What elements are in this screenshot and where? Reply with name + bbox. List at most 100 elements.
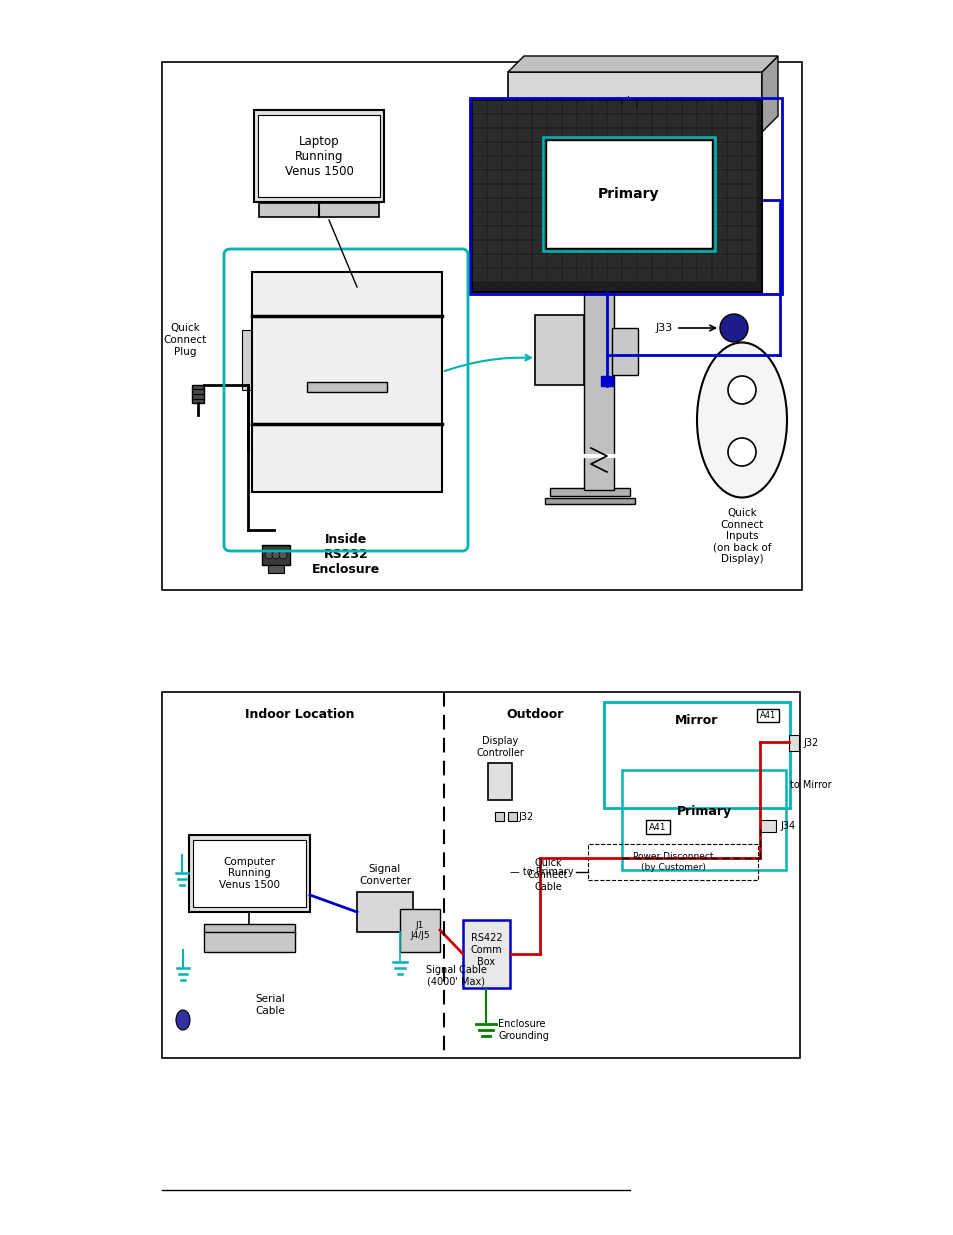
Bar	[562, 212, 576, 225]
Bar	[607, 269, 620, 282]
Bar	[698, 254, 710, 267]
Bar	[607, 254, 620, 267]
Bar	[652, 101, 665, 112]
Bar	[578, 143, 590, 156]
Bar	[698, 199, 710, 211]
Bar	[652, 115, 665, 127]
Bar	[502, 143, 516, 156]
Bar	[712, 128, 725, 141]
Bar	[593, 241, 605, 253]
Circle shape	[727, 438, 755, 466]
Bar	[652, 241, 665, 253]
Bar	[607, 157, 620, 169]
Bar	[727, 185, 740, 198]
Bar	[517, 185, 531, 198]
Bar	[533, 128, 545, 141]
Bar	[517, 115, 531, 127]
Bar	[268, 564, 284, 573]
Bar	[502, 241, 516, 253]
Bar	[638, 185, 650, 198]
Bar	[189, 835, 310, 911]
Bar	[502, 212, 516, 225]
Text: A41: A41	[649, 823, 666, 831]
Bar	[727, 157, 740, 169]
Bar	[742, 212, 755, 225]
Bar	[488, 763, 512, 800]
Bar	[652, 199, 665, 211]
Bar	[667, 101, 680, 112]
Bar	[547, 254, 560, 267]
Bar	[600, 375, 613, 387]
Bar	[712, 212, 725, 225]
Bar	[502, 185, 516, 198]
Bar	[638, 170, 650, 183]
Bar	[742, 241, 755, 253]
Ellipse shape	[175, 1010, 190, 1030]
Bar	[547, 269, 560, 282]
Bar	[593, 212, 605, 225]
Bar	[638, 157, 650, 169]
Bar	[607, 212, 620, 225]
Bar	[712, 170, 725, 183]
Bar	[698, 185, 710, 198]
Bar	[727, 212, 740, 225]
Bar	[682, 115, 696, 127]
Bar	[742, 269, 755, 282]
Bar	[502, 227, 516, 240]
Bar	[547, 143, 560, 156]
Bar	[682, 269, 696, 282]
Bar	[607, 115, 620, 127]
Bar	[621, 769, 785, 869]
Text: Quick
Connect
Cable: Quick Connect Cable	[527, 858, 568, 892]
Bar	[533, 269, 545, 282]
Bar	[462, 920, 510, 988]
Bar	[488, 199, 500, 211]
Bar	[547, 241, 560, 253]
Polygon shape	[761, 56, 778, 132]
Bar	[502, 128, 516, 141]
Bar	[682, 185, 696, 198]
Bar	[258, 203, 378, 217]
Text: Serial
Cable: Serial Cable	[254, 994, 285, 1016]
Bar	[638, 199, 650, 211]
Bar	[593, 157, 605, 169]
Circle shape	[272, 551, 280, 559]
Text: J32: J32	[802, 739, 818, 748]
Bar	[682, 101, 696, 112]
Bar	[622, 185, 636, 198]
Bar	[547, 212, 560, 225]
Bar	[607, 241, 620, 253]
Bar	[712, 115, 725, 127]
Bar	[547, 157, 560, 169]
Bar	[742, 101, 755, 112]
Bar	[638, 128, 650, 141]
Bar	[562, 254, 576, 267]
Bar	[742, 128, 755, 141]
Bar	[607, 101, 620, 112]
Bar	[262, 545, 290, 564]
Bar	[562, 199, 576, 211]
Bar	[502, 269, 516, 282]
Bar	[307, 382, 387, 391]
Bar	[667, 170, 680, 183]
Text: Signal Cable
(4000' Max): Signal Cable (4000' Max)	[425, 966, 486, 987]
Bar	[583, 291, 614, 490]
Bar	[667, 241, 680, 253]
Bar	[578, 128, 590, 141]
Bar	[727, 199, 740, 211]
Text: Inside
RS232
Enclosure: Inside RS232 Enclosure	[312, 534, 379, 576]
Text: J1
J4/J5: J1 J4/J5	[410, 921, 430, 940]
Bar	[712, 199, 725, 211]
Bar	[727, 128, 740, 141]
Bar	[712, 157, 725, 169]
Bar	[562, 143, 576, 156]
Bar	[562, 185, 576, 198]
Text: J34: J34	[780, 821, 794, 831]
Bar	[517, 269, 531, 282]
Bar	[712, 101, 725, 112]
Bar	[252, 272, 441, 492]
Bar	[517, 143, 531, 156]
Bar	[488, 170, 500, 183]
Bar	[488, 269, 500, 282]
Text: Mirror: Mirror	[616, 95, 653, 109]
